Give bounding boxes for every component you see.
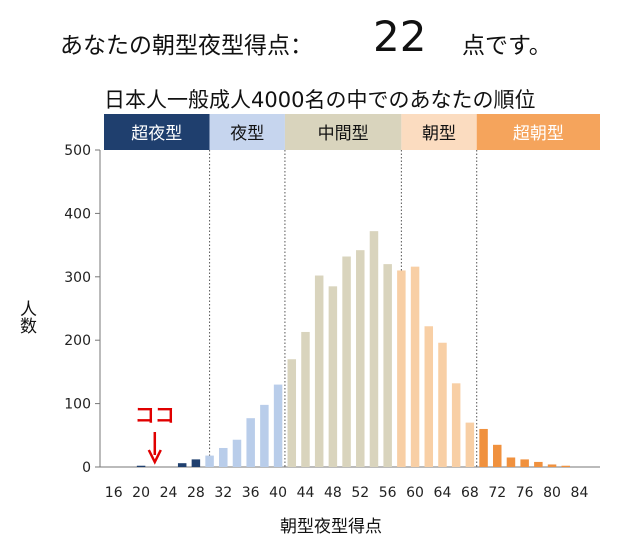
bar-68 — [465, 422, 475, 467]
bar-80 — [547, 464, 557, 467]
bar-26 — [177, 463, 187, 467]
x-axis-title: 朝型夜型得点 — [280, 517, 382, 537]
x-tick-label-60: 60 — [406, 485, 424, 501]
category-label-4: 超朝型 — [513, 124, 564, 144]
bar-38 — [260, 404, 269, 467]
x-tick-label-32: 32 — [214, 485, 232, 501]
bar-72 — [493, 444, 502, 467]
y-axis-title: 人数 — [16, 300, 36, 334]
category-header-0 — [104, 114, 210, 150]
bar-48 — [328, 286, 338, 467]
bar-50 — [342, 256, 351, 467]
bar-54 — [369, 231, 379, 467]
category-header-3 — [401, 114, 477, 150]
bar-42 — [287, 359, 297, 467]
x-tick-label-16: 16 — [105, 485, 123, 501]
bar-44 — [301, 331, 310, 467]
y-tick-label-500: 500 — [64, 143, 91, 159]
y-tick-label-300: 300 — [64, 270, 91, 286]
x-tick-label-52: 52 — [351, 485, 369, 501]
bar-28 — [191, 459, 201, 467]
x-tick-label-36: 36 — [242, 485, 260, 501]
x-tick-label-24: 24 — [160, 485, 178, 501]
x-tick-label-68: 68 — [461, 485, 479, 501]
bar-40 — [273, 384, 283, 467]
bar-78 — [534, 461, 543, 467]
result-prefix: あなたの朝型夜型得点： — [60, 33, 313, 59]
bar-76 — [520, 459, 529, 467]
x-tick-label-40: 40 — [269, 485, 287, 501]
bar-70 — [479, 428, 488, 467]
bar-30 — [205, 455, 214, 467]
x-tick-label-48: 48 — [324, 485, 342, 501]
bar-34 — [232, 439, 242, 467]
marker-label: ココ — [135, 403, 175, 427]
y-tick-label-0: 0 — [82, 460, 91, 476]
bar-20 — [136, 465, 146, 467]
category-label-3: 朝型 — [422, 124, 456, 144]
chart-subtitle: 日本人一般成人4000名の中でのあなたの順位 — [104, 88, 536, 112]
x-tick-label-20: 20 — [132, 485, 150, 501]
x-tick-label-76: 76 — [516, 485, 534, 501]
x-tick-label-64: 64 — [434, 485, 452, 501]
category-label-0: 超夜型 — [131, 124, 182, 144]
result-score: 22 — [373, 12, 427, 61]
y-tick-label-400: 400 — [64, 206, 91, 222]
bar-36 — [246, 418, 255, 467]
bar-58 — [397, 270, 406, 467]
bar-64 — [438, 342, 447, 467]
bar-52 — [356, 250, 365, 467]
bar-62 — [424, 326, 434, 467]
result-headline: あなたの朝型夜型得点： 22 点です。 — [0, 10, 640, 70]
x-tick-label-80: 80 — [543, 485, 561, 501]
bar-60 — [410, 266, 420, 467]
x-tick-label-72: 72 — [488, 485, 506, 501]
bar-46 — [314, 275, 324, 467]
x-tick-label-56: 56 — [379, 485, 397, 501]
bar-82 — [561, 465, 570, 467]
bar-74 — [506, 457, 516, 467]
category-label-1: 夜型 — [230, 124, 264, 144]
category-header-4 — [476, 114, 600, 150]
x-tick-label-28: 28 — [187, 485, 205, 501]
marker-arrow-icon — [147, 449, 162, 465]
result-suffix: 点です。 — [462, 33, 552, 59]
y-tick-label-200: 200 — [64, 333, 91, 349]
y-tick-label-100: 100 — [64, 397, 91, 413]
x-tick-label-44: 44 — [297, 485, 315, 501]
bar-56 — [383, 264, 392, 467]
category-label-2: 中間型 — [318, 124, 369, 144]
x-tick-label-84: 84 — [571, 485, 589, 501]
category-header-2 — [284, 114, 402, 150]
bar-66 — [451, 383, 461, 467]
category-header-1 — [209, 114, 285, 150]
bar-32 — [219, 447, 228, 467]
